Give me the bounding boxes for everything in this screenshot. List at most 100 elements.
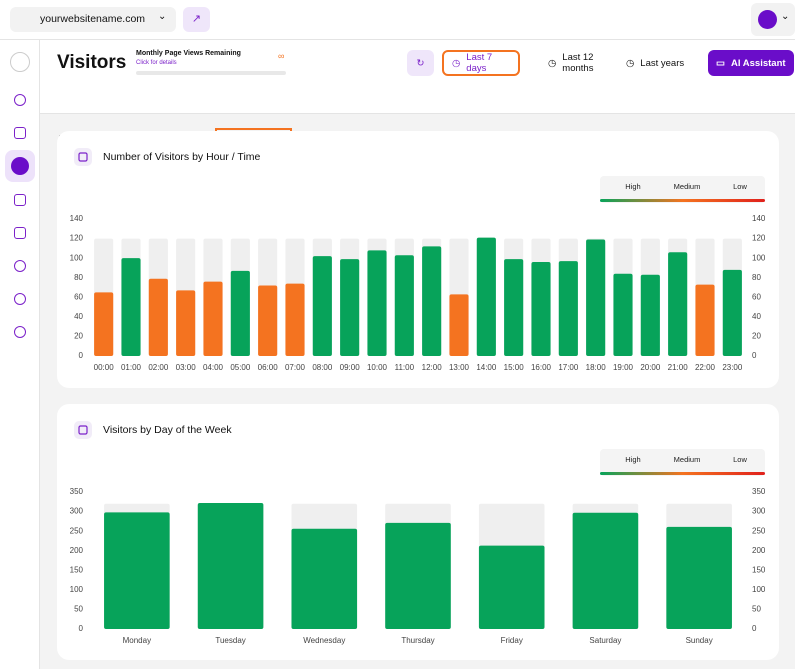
x-tick-label: Saturday [589, 636, 621, 645]
bar [394, 255, 414, 356]
y2-tick-label: 100 [752, 253, 766, 262]
bar [148, 278, 168, 356]
y-tick-label: 100 [70, 253, 84, 262]
chart-icon-glyph [78, 425, 88, 435]
y-tick-label: 40 [74, 312, 83, 321]
x-tick-label: 18:00 [586, 363, 607, 372]
y-tick-label: 250 [70, 526, 84, 535]
x-tick-label: 01:00 [121, 363, 142, 372]
x-tick-label: 15:00 [504, 363, 525, 372]
top-bar: yourwebsitename.com ⌄ ↗ ⌄ [0, 0, 795, 40]
y-tick-label: 0 [79, 624, 84, 633]
bar [640, 274, 660, 356]
quota-value: ∞ [278, 51, 285, 61]
y2-tick-label: 200 [752, 546, 766, 555]
x-tick-label: Monday [123, 636, 151, 645]
x-tick-label: 00:00 [94, 363, 115, 372]
avatar [758, 10, 777, 29]
bar [504, 259, 524, 356]
ai-assistant[interactable]: ▭ AI Assistant [708, 50, 794, 76]
x-tick-label: 20:00 [640, 363, 661, 372]
nav-icon[interactable] [14, 194, 26, 206]
x-tick-label: 03:00 [176, 363, 197, 372]
chart-card: Number of Visitors by Hour / Time High Med… [57, 131, 779, 388]
sidebar [0, 40, 40, 669]
nav-icon[interactable] [14, 260, 26, 272]
y2-tick-label: 20 [752, 332, 761, 341]
nav-icon[interactable] [14, 127, 26, 139]
bar [285, 283, 305, 356]
x-tick-label: Thursday [401, 636, 434, 645]
y2-tick-label: 60 [752, 292, 761, 301]
bar [104, 512, 170, 629]
chart-card: Visitors by Day of the Week High Medium Low… [57, 404, 779, 660]
filter-label: Last 7 days [466, 52, 493, 74]
x-tick-label: 07:00 [285, 363, 306, 372]
legend-scale [600, 472, 765, 475]
nav-icon[interactable] [14, 94, 26, 106]
bar [572, 512, 639, 629]
nav-icon[interactable] [14, 326, 26, 338]
time-filter[interactable]: ◷ Last 7 days [442, 50, 520, 76]
clock-icon: ◷ [626, 57, 635, 69]
filter-label: Last years [640, 57, 685, 69]
x-tick-label: 13:00 [449, 363, 470, 372]
x-tick-label: Friday [501, 636, 523, 645]
chevron: ⌄ [158, 11, 167, 22]
x-tick-label: 11:00 [395, 363, 415, 372]
y2-tick-label: 50 [752, 605, 761, 614]
y2-tick-label: 140 [752, 214, 766, 223]
x-tick-label: 23:00 [722, 363, 743, 372]
account-menu[interactable]: ⌄ [751, 3, 795, 36]
nav-active[interactable] [5, 150, 35, 182]
legend-label: Medium [674, 182, 701, 191]
y-tick-label: 140 [70, 214, 84, 223]
y2-tick-label: 80 [752, 273, 761, 282]
y2-tick-label: 120 [752, 234, 766, 243]
y2-tick-label: 350 [752, 487, 766, 496]
y-tick-label: 80 [74, 273, 83, 282]
x-tick-label: 17:00 [558, 363, 579, 372]
site-name: yourwebsitename.com [40, 13, 146, 25]
bar [367, 250, 387, 356]
x-tick-label: 02:00 [148, 363, 169, 372]
chart-title: Visitors by Day of the Week [103, 424, 232, 436]
legend-label: High [625, 455, 640, 464]
filter-label: Last 12 months [562, 52, 594, 74]
legend-label: High [625, 182, 640, 191]
bar [312, 256, 332, 356]
bar [385, 522, 451, 629]
bar [558, 261, 578, 356]
y2-tick-label: 40 [752, 312, 761, 321]
site-selector[interactable] [10, 7, 176, 32]
bar [203, 281, 223, 356]
quota-bar [136, 71, 286, 75]
bar [197, 502, 264, 629]
chart-icon [74, 421, 92, 439]
nav-icon[interactable] [14, 293, 26, 305]
legend-label: Low [733, 182, 747, 191]
bar [94, 292, 114, 356]
time-filter[interactable]: ◷ Last years [618, 50, 700, 76]
bar [340, 259, 360, 356]
x-tick-label: 16:00 [531, 363, 552, 372]
bar [666, 526, 732, 629]
quota-label: Monthly Page Views Remaining [136, 50, 241, 57]
chart: Number of Visitors by Hour / Time High Med… [70, 148, 766, 372]
clock-icon: ◷ [548, 57, 557, 69]
bar [531, 262, 551, 356]
x-tick-label: 10:00 [367, 363, 388, 372]
external-link[interactable]: ↗ [183, 7, 210, 32]
collapse[interactable] [10, 52, 30, 72]
header: Visitors Monthly Page Views Remaining Cl… [40, 40, 795, 151]
time-filter[interactable]: ◷ Last 12 months [540, 50, 616, 76]
x-tick-label: Sunday [686, 636, 713, 645]
y2-tick-label: 0 [752, 351, 757, 360]
bar [449, 294, 469, 356]
quota-link[interactable]: Click for details [136, 60, 177, 66]
refresh[interactable]: ↻ [407, 50, 434, 76]
bar [722, 269, 742, 356]
nav-icon[interactable] [14, 227, 26, 239]
bar [422, 246, 442, 356]
legend-scale [600, 199, 765, 202]
